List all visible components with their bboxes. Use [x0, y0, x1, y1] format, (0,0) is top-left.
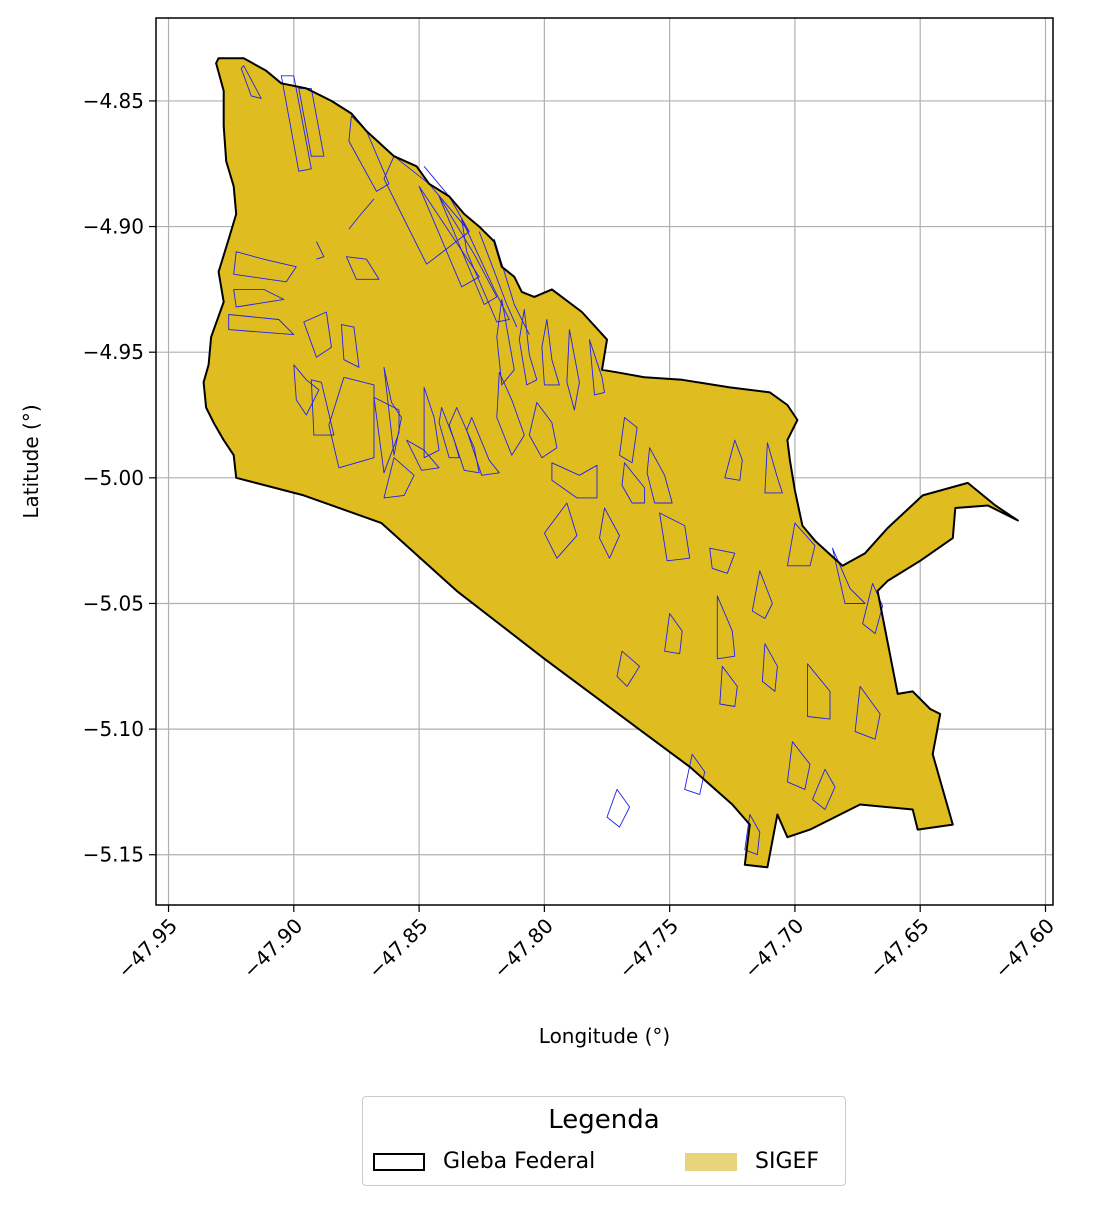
sigef-parcel: [233, 288, 285, 308]
sigef-parcel: [719, 665, 738, 707]
sigef-parcel: [383, 457, 415, 499]
x-tick-label: −47.75: [614, 914, 683, 983]
sigef-parcel: [764, 442, 783, 494]
sigef-parcel: [716, 595, 736, 660]
legend-title: Legenda: [548, 1105, 660, 1135]
y-axis-label: Latitude (°): [19, 404, 43, 518]
sigef-parcel: [621, 462, 646, 504]
sigef-parcel: [303, 311, 332, 358]
sigef-parcel: [761, 643, 778, 692]
sigef-parcel: [751, 570, 773, 619]
sigef-parcel: [438, 195, 498, 305]
x-tick-label: −47.80: [489, 914, 558, 983]
sigef-parcel: [461, 218, 510, 323]
sigef-parcel: [684, 753, 706, 795]
sigef-parcel: [528, 402, 558, 459]
sigef-parcel: [646, 447, 673, 504]
sigef-parcel: [854, 685, 881, 740]
sigef-parcel: [664, 613, 683, 655]
sigef-parcel: [496, 371, 525, 456]
sigef-parcel: [616, 650, 641, 687]
sigef-parcel: [599, 507, 620, 559]
sigef-parcel: [310, 379, 335, 436]
sigef-parcel: [551, 462, 598, 499]
y-tick-label: −4.90: [83, 215, 144, 239]
sigef-parcel: [496, 298, 515, 386]
sigef-parcel: [478, 231, 518, 328]
sigef-parcel: [328, 376, 375, 469]
y-axis-ticks: −4.85 −4.90 −4.95 −5.00 −5.05 −5.10 −5.15: [83, 89, 156, 867]
sigef-parcel: [448, 407, 480, 474]
y-tick-label: −4.95: [83, 340, 144, 364]
sigef-parcel: [606, 788, 631, 828]
sigef-parcel: [566, 329, 580, 411]
sigef-parcel: [406, 439, 440, 471]
y-tick-label: −4.85: [83, 89, 144, 113]
sigef-parcel: [233, 251, 297, 283]
y-tick-label: −5.05: [83, 591, 144, 615]
sigef-parcel: [383, 366, 402, 456]
map-figure: −47.95 −47.90 −47.85 −47.80 −47.75 −47.70 −47.…: [19, 17, 1059, 1048]
x-tick-label: −47.70: [739, 914, 808, 983]
sigef-parcel: [659, 512, 691, 562]
x-tick-label: −47.90: [238, 914, 307, 983]
sigef-parcel: [744, 814, 761, 856]
sigef-parcel: [315, 241, 325, 260]
sigef-parcel: [812, 768, 836, 810]
y-tick-label: −5.00: [83, 466, 144, 490]
legend-entry-sigef: SIGEF: [685, 1149, 819, 1174]
sigef-parcel: [348, 198, 375, 230]
sigef-parcel: [518, 309, 538, 386]
sigef-parcel: [280, 75, 312, 172]
y-tick-label: −5.15: [83, 843, 144, 867]
legend: Legenda Gleba Federal SIGEF: [362, 1096, 846, 1186]
sigef-parcel: [724, 439, 743, 481]
legend-swatch-fill: [685, 1152, 737, 1171]
sigef-parcel: [228, 314, 295, 336]
sigef-parcel: [589, 339, 605, 396]
sigef-parcel: [466, 417, 500, 476]
legend-label-gleba-federal: Gleba Federal: [443, 1149, 596, 1174]
sigef-parcel: [786, 741, 811, 790]
map-layer: [202, 57, 1019, 869]
sigef-parcel: [807, 663, 831, 720]
sigef-parcel: [340, 324, 360, 368]
sigef-parcel: [418, 185, 480, 288]
plot-frame: [155, 17, 1054, 906]
sigef-parcel: [832, 547, 866, 604]
x-axis-label: Longitude (°): [539, 1024, 670, 1048]
sigef-parcel: [619, 417, 638, 464]
gleba-federal-outline: [202, 57, 1019, 869]
x-tick-label: −47.85: [363, 914, 432, 983]
sigef-parcel: [709, 547, 736, 574]
sigef-parcel: [240, 65, 262, 99]
sigef-parcel: [786, 522, 816, 567]
x-tick-label: −47.60: [990, 914, 1059, 983]
x-tick-label: −47.95: [113, 914, 182, 983]
y-tick-label: −5.10: [83, 717, 144, 741]
x-tick-label: −47.65: [864, 914, 933, 983]
x-axis-ticks: −47.95 −47.90 −47.85 −47.80 −47.75 −47.70 −47.…: [113, 905, 1059, 983]
sigef-parcel: [373, 396, 400, 474]
sigef-parcel: [423, 386, 440, 459]
sigef-parcel: [345, 256, 380, 280]
sigef-fill: [203, 58, 1018, 868]
legend-label-sigef: SIGEF: [755, 1149, 820, 1174]
legend-swatch-outline: [373, 1152, 425, 1171]
sigef-parcel: [543, 502, 578, 559]
sigef-parcel: [541, 319, 560, 386]
legend-entry-gleba-federal: Gleba Federal: [373, 1149, 595, 1174]
